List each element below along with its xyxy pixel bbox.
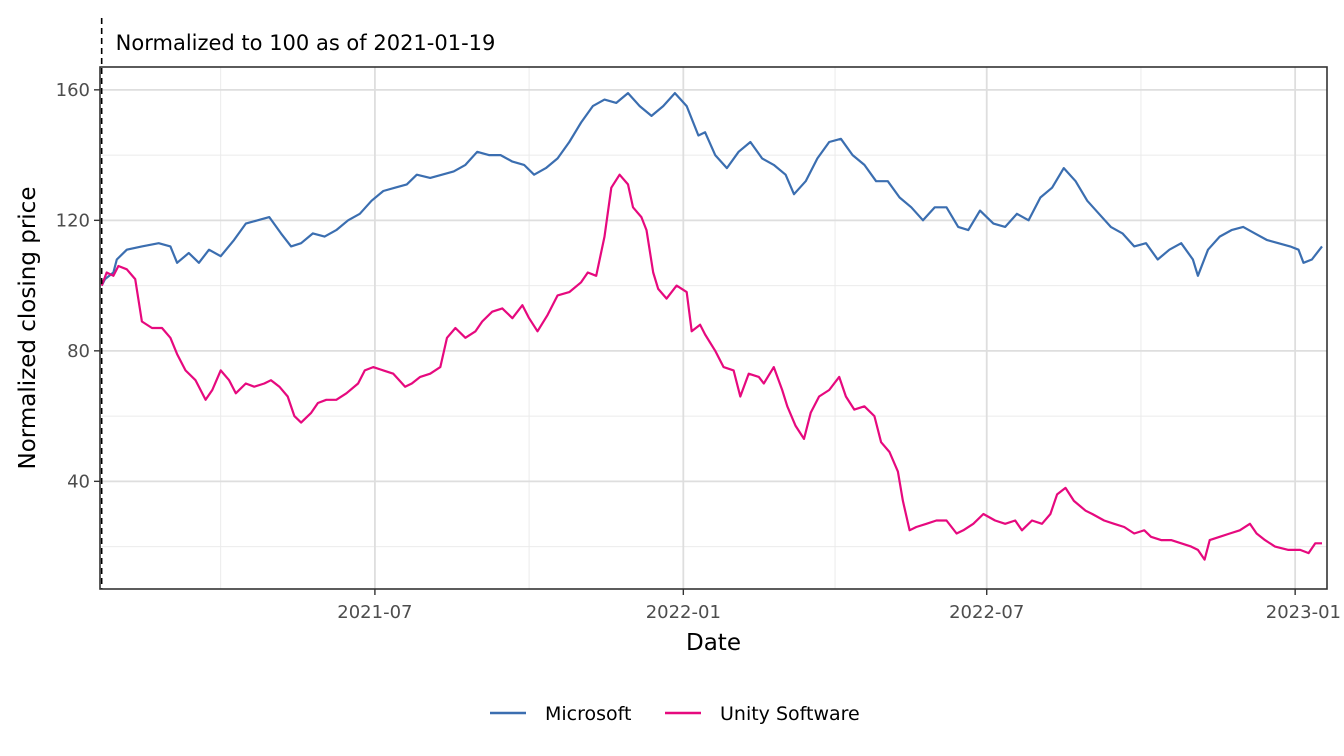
y-tick-label: 40 — [67, 471, 90, 492]
x-tick-label: 2022-01 — [646, 602, 721, 623]
grid — [100, 67, 1327, 589]
y-tick-label: 80 — [67, 341, 90, 362]
x-axis-title: Date — [686, 630, 741, 656]
series-line-unity-software — [100, 173, 1322, 561]
series-line-microsoft — [100, 92, 1323, 287]
y-tick-label: 120 — [56, 210, 90, 231]
legend-label-microsoft: Microsoft — [545, 703, 631, 725]
y-axis-title: Normalized closing price — [15, 187, 41, 470]
x-tick-label: 2021-07 — [337, 602, 412, 623]
legend: Microsoft Unity Software — [490, 703, 860, 725]
reference-annotation: Normalized to 100 as of 2021-01-19 — [116, 31, 496, 55]
plot-panel-border — [99, 66, 1328, 590]
x-axis: 2021-07 2022-01 2022-07 2023-01 — [337, 589, 1341, 623]
x-tick-label: 2022-07 — [949, 602, 1024, 623]
series-lines — [100, 92, 1323, 561]
y-tick-label: 160 — [56, 80, 90, 101]
y-axis: 40 80 120 160 — [56, 80, 100, 492]
x-tick-label: 2023-01 — [1266, 602, 1341, 623]
legend-label-unity-software: Unity Software — [720, 703, 860, 725]
